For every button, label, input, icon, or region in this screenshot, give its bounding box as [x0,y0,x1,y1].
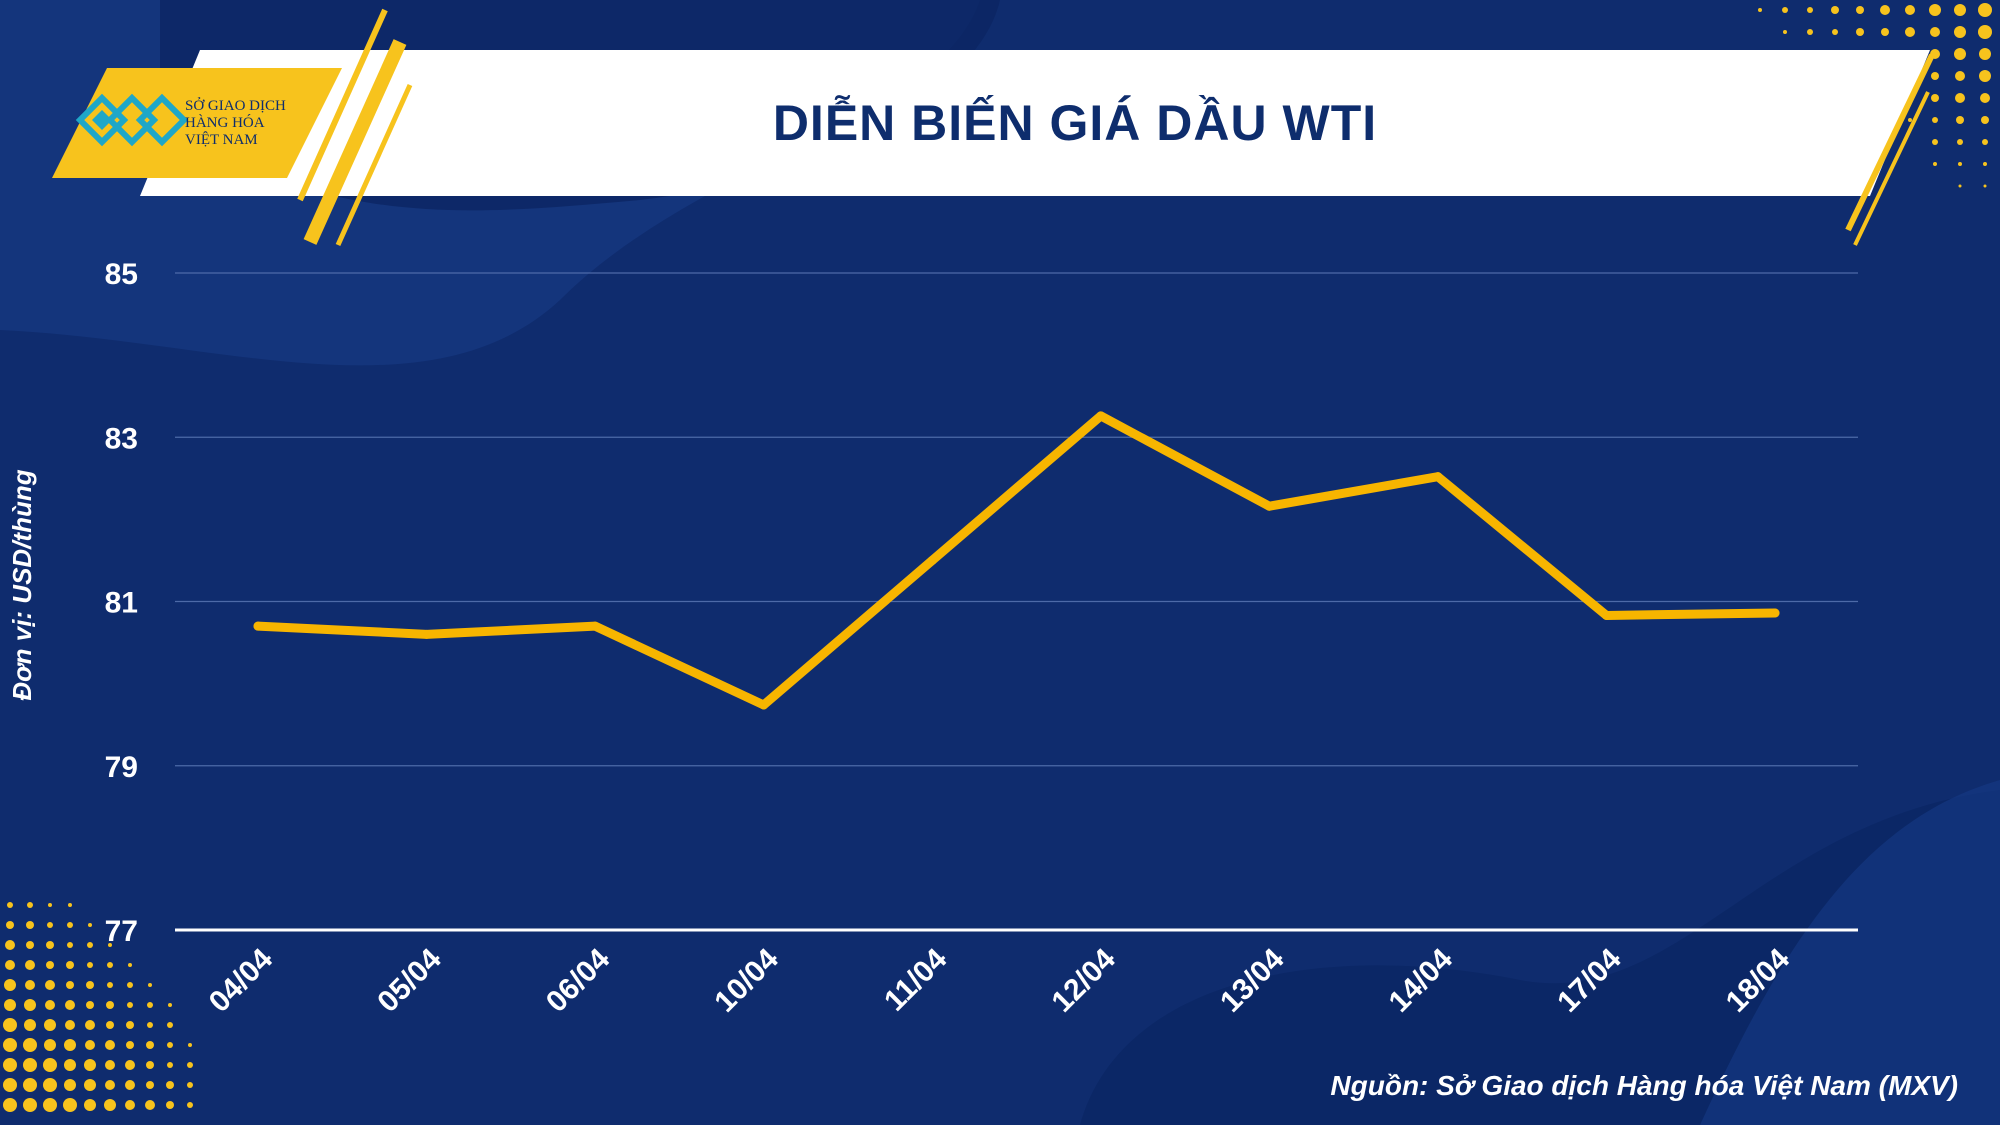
x-tick-label: 11/04 [878,942,953,1017]
logo-line-1: SỞ GIAO DỊCH [185,98,286,114]
x-tick-label: 18/04 [1720,942,1797,1019]
data-point [590,621,600,631]
background-wave-bottom-light [1700,780,2000,1125]
dot-pattern-bottom-left [3,902,193,1112]
data-point [1264,501,1274,511]
x-tick-label: 06/04 [540,942,617,1019]
data-point [1601,610,1611,620]
chart-title: DIỄN BIẾN GIÁ DẦU WTI [772,95,1378,151]
title-banner [140,50,1930,196]
x-tick-label: 13/04 [1214,942,1291,1019]
data-point [927,555,937,565]
logo-line-2: HÀNG HÓA [185,115,265,131]
x-tick-label: 10/04 [708,942,785,1019]
y-tick-label: 83 [105,422,138,455]
data-point [253,621,263,631]
y-tick-label: 77 [105,915,138,948]
logo-line-3: VIỆT NAM [185,132,258,148]
data-point [1433,472,1443,482]
source-note: Nguồn: Sở Giao dịch Hàng hóa Việt Nam (M… [1330,1070,1958,1101]
data-point [759,700,769,710]
y-tick-label: 79 [105,751,138,784]
x-tick-label: 05/04 [371,942,448,1019]
x-tick-label: 04/04 [203,942,280,1019]
data-point [1770,608,1780,618]
series-line [253,411,1780,710]
data-point [422,629,432,639]
x-tick-label: 12/04 [1046,942,1123,1019]
y-axis-label: Đơn vị: USD/thùng [7,469,37,701]
x-tick-label: 17/04 [1551,942,1628,1019]
dot-pattern-top-right [1758,3,1992,188]
x-tick-label: 14/04 [1383,942,1460,1019]
y-tick-label: 81 [105,587,138,620]
data-point [1096,411,1106,421]
logo-text: SỞ GIAO DỊCH HÀNG HÓA VIỆT NAM [185,98,325,149]
y-tick-label: 85 [105,258,138,291]
